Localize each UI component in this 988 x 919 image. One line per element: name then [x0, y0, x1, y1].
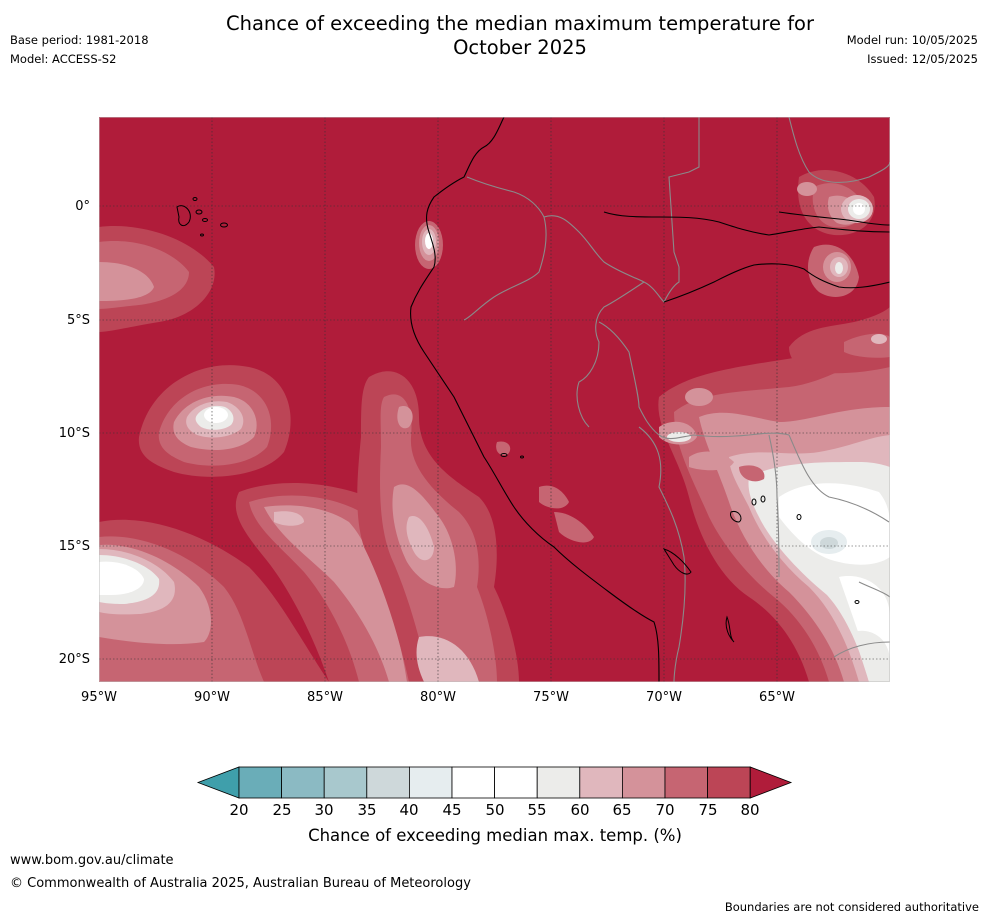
country-borders [463, 117, 890, 682]
colorbar-tick-60: 60 [570, 801, 590, 819]
title-line-1: Chance of exceeding the median maximum t… [225, 12, 815, 35]
lat-label-10s: 10°S [58, 426, 90, 441]
colorbar-bin-40-45 [408, 766, 453, 799]
colorbar-tick-25: 25 [272, 801, 292, 819]
colorbar [196, 766, 793, 799]
model-run-text: Model run: 10/05/2025 [846, 33, 978, 47]
lon-label-90w: 90°W [194, 690, 230, 705]
contour-ecuador-spot [415, 221, 443, 269]
colorbar-extend-high [749, 766, 793, 799]
colorbar-tick-80: 80 [740, 801, 760, 819]
colorbar-bin-30-35 [323, 766, 368, 799]
islands [176, 197, 860, 643]
lon-label-80w: 80°W [420, 690, 456, 705]
colorbar-bin-60-65 [579, 766, 623, 799]
colorbar-bin-35-40 [366, 766, 410, 799]
colorbar-tick-45: 45 [442, 801, 462, 819]
colorbar-tick-50: 50 [485, 801, 505, 819]
colorbar-tick-35: 35 [357, 801, 377, 819]
lat-label-15s: 15°S [58, 539, 90, 554]
colorbar-label: Chance of exceeding median max. temp. (%… [308, 826, 682, 845]
coastline [410, 117, 890, 682]
colorbar-tick-30: 30 [314, 801, 334, 819]
lon-label-85w: 85°W [307, 690, 343, 705]
lon-label-65w: 65°W [759, 690, 795, 705]
lon-label-95w: 95°W [81, 690, 117, 705]
colorbar-tick-70: 70 [655, 801, 675, 819]
lat-label-5s: 5°S [66, 313, 90, 328]
contour-blob-10s-89w [138, 365, 291, 477]
title-line-2: October 2025 [453, 36, 587, 59]
colorbar-extend-low [196, 766, 240, 799]
gridlines [99, 117, 890, 682]
map-frame [99, 117, 890, 682]
model-text: Model: ACCESS-S2 [10, 52, 117, 66]
footer-copyright: © Commonwealth of Australia 2025, Austra… [10, 876, 471, 891]
lat-label-20s: 20°S [58, 652, 90, 667]
contour-west-equatorial [99, 226, 215, 332]
colorbar-bin-50-55 [494, 766, 538, 799]
contour-south-west [99, 519, 329, 682]
colorbar-tick-55: 55 [527, 801, 547, 819]
colorbar-bin-75-80 [707, 766, 751, 799]
footer-url: www.bom.gov.au/climate [10, 853, 174, 868]
issued-text: Issued: 12/05/2025 [867, 52, 978, 66]
colorbar-tick-40: 40 [399, 801, 419, 819]
lon-label-70w: 70°W [646, 690, 682, 705]
probability-map [99, 117, 890, 682]
contour-peru-coast [496, 441, 594, 543]
lon-label-75w: 75°W [533, 690, 569, 705]
footer-disclaimer: Boundaries are not considered authoritat… [724, 900, 979, 914]
colorbar-tick-65: 65 [612, 801, 632, 819]
colorbar-bin-70-75 [664, 766, 708, 799]
colorbar-tick-20: 20 [229, 801, 249, 819]
base-period-text: Base period: 1981-2018 [10, 33, 149, 47]
colorbar-bin-65-70 [621, 766, 666, 799]
colorbar-bin-45-50 [451, 766, 495, 799]
map-title: Chance of exceeding the median maximum t… [180, 12, 860, 60]
lat-label-0: 0° [75, 199, 90, 214]
colorbar-bin-55-60 [536, 766, 581, 799]
colorbar-bin-20-25 [238, 766, 282, 799]
contour-brazil-north [797, 169, 875, 297]
contour-east-strip [789, 307, 890, 374]
colorbar-bin-25-30 [281, 766, 325, 799]
colorbar-tick-75: 75 [698, 801, 718, 819]
contour-bolivia-east [658, 312, 890, 682]
